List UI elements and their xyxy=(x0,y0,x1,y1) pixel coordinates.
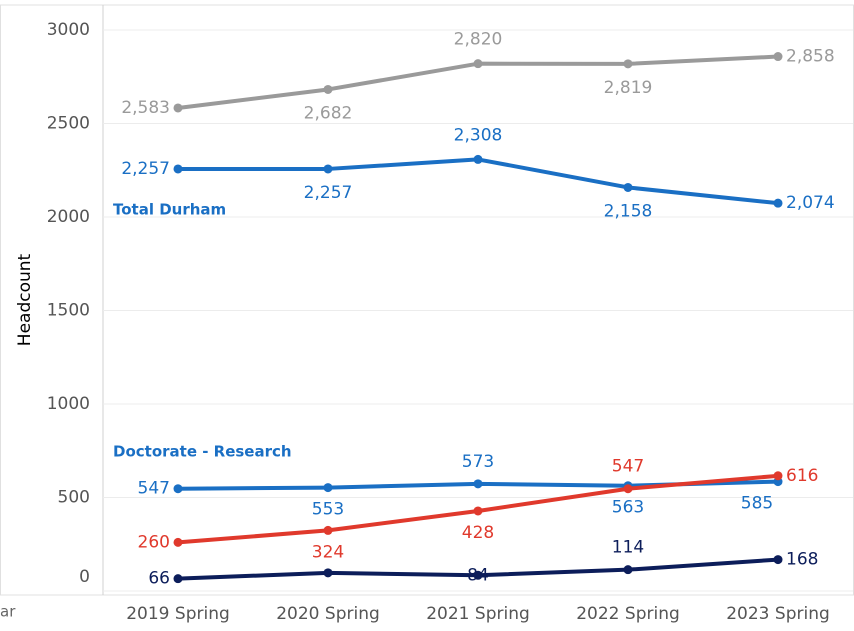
data-label: 84 xyxy=(467,565,489,585)
frame xyxy=(0,4,854,596)
point xyxy=(173,103,183,113)
point xyxy=(623,182,633,192)
series-label: Total Durham xyxy=(113,201,226,219)
data-label: 168 xyxy=(786,550,818,570)
point xyxy=(473,506,483,516)
x-tick-label: 2022 Spring xyxy=(576,604,680,624)
y-tick-label: 2000 xyxy=(47,207,90,227)
data-label: 66 xyxy=(148,569,170,589)
point xyxy=(773,52,783,62)
x-tick-label: 2019 Spring xyxy=(126,604,230,624)
y-axis-label: Headcount xyxy=(15,253,35,346)
data-label: 2,820 xyxy=(454,30,503,50)
data-label: 547 xyxy=(138,479,170,499)
point xyxy=(323,84,333,94)
point xyxy=(323,568,333,578)
point xyxy=(473,570,483,580)
data-label: 563 xyxy=(612,498,644,518)
x-tick-label: 2021 Spring xyxy=(426,604,530,624)
point xyxy=(773,555,783,565)
y-tick-label: 2500 xyxy=(47,114,90,134)
data-label: 2,682 xyxy=(304,103,353,123)
series-label: Doctorate - Research xyxy=(113,443,292,461)
data-label: 553 xyxy=(312,500,344,520)
point xyxy=(473,59,483,69)
line xyxy=(178,157,779,206)
data-label: 585 xyxy=(741,494,773,514)
point xyxy=(473,154,483,164)
data-label: 2,858 xyxy=(786,47,835,67)
data-label: 2,308 xyxy=(454,125,503,145)
point xyxy=(623,59,633,69)
y-tick-label: 0 xyxy=(79,567,90,587)
point xyxy=(173,484,183,494)
data-label: 2,583 xyxy=(121,98,170,118)
data-label: 260 xyxy=(138,532,170,552)
point xyxy=(173,537,183,547)
data-label: 573 xyxy=(462,452,494,472)
point xyxy=(323,525,333,535)
data-label: 2,257 xyxy=(304,183,353,203)
data-label: 2,074 xyxy=(786,193,835,213)
cut-text: ar xyxy=(0,603,16,621)
data-label: 324 xyxy=(312,542,344,562)
data-label: 616 xyxy=(786,466,818,486)
x-tick-label: 2020 Spring xyxy=(276,604,380,624)
point xyxy=(173,164,183,174)
data-label: 2,158 xyxy=(604,201,653,221)
y-tick-label: 1000 xyxy=(47,394,90,414)
point xyxy=(623,565,633,575)
point xyxy=(773,198,783,208)
y-tick-label: 3000 xyxy=(47,20,90,40)
data-label: 2,257 xyxy=(121,159,170,179)
data-label: 2,819 xyxy=(604,78,653,98)
data-label: 114 xyxy=(612,538,644,558)
y-tick-label: 500 xyxy=(58,488,90,508)
point xyxy=(623,484,633,494)
point xyxy=(173,574,183,584)
data-label: 428 xyxy=(462,523,494,543)
point xyxy=(773,471,783,481)
data-label: 547 xyxy=(612,457,644,477)
y-tick-label: 1500 xyxy=(47,301,90,321)
point xyxy=(323,483,333,493)
point xyxy=(323,164,333,174)
point xyxy=(473,479,483,489)
x-tick-label: 2023 Spring xyxy=(726,604,830,624)
